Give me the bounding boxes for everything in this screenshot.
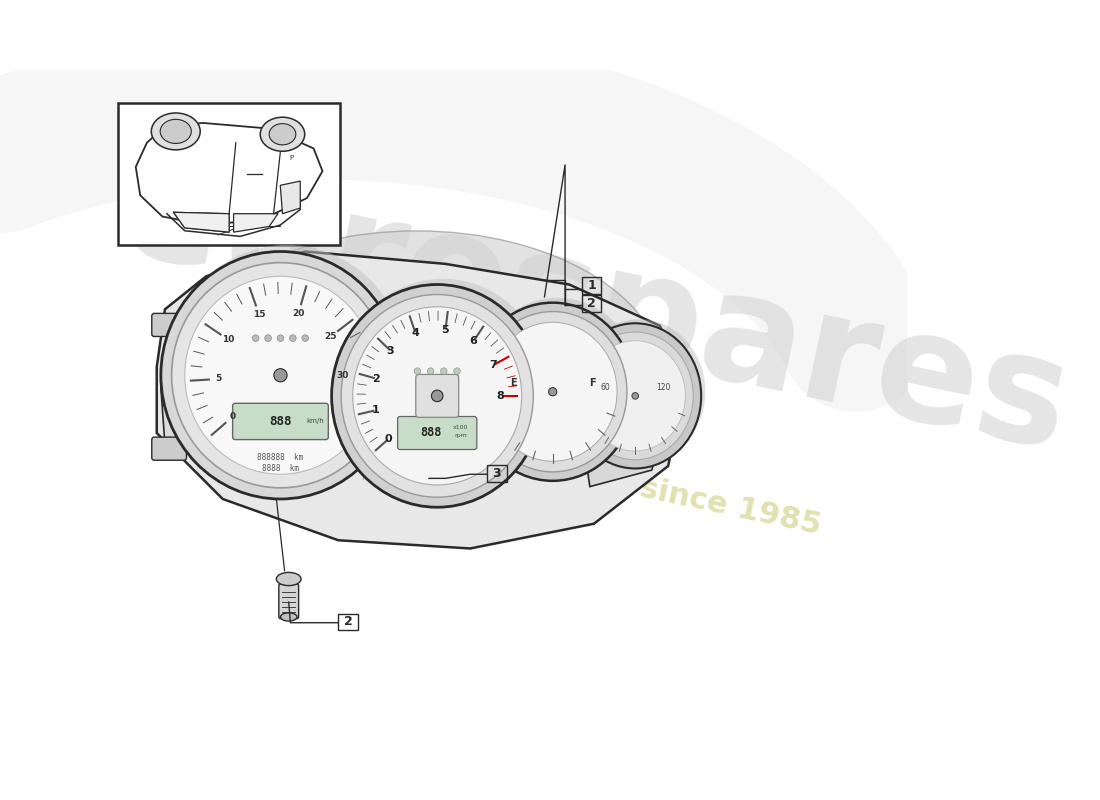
- Ellipse shape: [338, 278, 549, 502]
- Text: 8888  km: 8888 km: [262, 464, 299, 473]
- Text: 3: 3: [493, 467, 500, 480]
- Circle shape: [277, 335, 284, 342]
- Bar: [177, 363, 187, 379]
- Ellipse shape: [578, 332, 693, 460]
- FancyBboxPatch shape: [638, 338, 673, 362]
- Text: km/h: km/h: [306, 418, 324, 425]
- Circle shape: [252, 335, 258, 342]
- Circle shape: [274, 369, 287, 382]
- Ellipse shape: [169, 231, 664, 528]
- Text: 2: 2: [343, 615, 352, 629]
- FancyBboxPatch shape: [152, 314, 186, 337]
- Text: x100: x100: [452, 425, 468, 430]
- Text: 7: 7: [490, 360, 497, 370]
- Text: E: E: [509, 378, 516, 388]
- Bar: [222, 363, 232, 379]
- Text: 2: 2: [587, 297, 596, 310]
- Ellipse shape: [478, 311, 627, 472]
- Ellipse shape: [161, 119, 191, 143]
- Text: 6: 6: [470, 336, 477, 346]
- Text: 10: 10: [222, 335, 234, 344]
- Text: 120: 120: [656, 382, 670, 392]
- Polygon shape: [174, 212, 229, 232]
- Polygon shape: [161, 330, 252, 470]
- Text: 888: 888: [270, 415, 292, 428]
- Bar: [118, 103, 340, 245]
- Bar: [207, 363, 217, 379]
- Text: 888888  km: 888888 km: [257, 454, 304, 462]
- Text: 60: 60: [601, 382, 610, 392]
- Text: 1: 1: [587, 279, 596, 292]
- FancyBboxPatch shape: [397, 417, 476, 450]
- Circle shape: [631, 393, 638, 399]
- Ellipse shape: [276, 573, 301, 586]
- Text: 30: 30: [337, 370, 349, 380]
- Ellipse shape: [152, 113, 200, 150]
- FancyBboxPatch shape: [278, 584, 298, 618]
- Text: 2: 2: [372, 374, 379, 383]
- Ellipse shape: [488, 322, 617, 462]
- Circle shape: [453, 368, 460, 374]
- Text: 1: 1: [372, 406, 379, 415]
- Ellipse shape: [573, 319, 705, 464]
- Text: rpm: rpm: [454, 433, 466, 438]
- FancyBboxPatch shape: [416, 374, 459, 418]
- Circle shape: [427, 368, 433, 374]
- Text: 888: 888: [420, 426, 441, 439]
- Ellipse shape: [270, 124, 296, 145]
- Text: 8: 8: [497, 391, 505, 401]
- Ellipse shape: [161, 251, 400, 499]
- Ellipse shape: [475, 298, 640, 476]
- Ellipse shape: [470, 302, 635, 481]
- Polygon shape: [156, 251, 684, 549]
- Text: F: F: [588, 378, 595, 388]
- Ellipse shape: [417, 443, 440, 456]
- Ellipse shape: [341, 294, 534, 498]
- Polygon shape: [280, 181, 300, 214]
- Circle shape: [612, 402, 641, 431]
- FancyBboxPatch shape: [152, 437, 186, 460]
- Text: 5: 5: [442, 325, 449, 334]
- Ellipse shape: [261, 118, 305, 151]
- Ellipse shape: [585, 341, 685, 451]
- Circle shape: [201, 411, 211, 422]
- Ellipse shape: [331, 285, 542, 507]
- Text: 0: 0: [230, 412, 235, 421]
- Ellipse shape: [280, 613, 297, 621]
- Circle shape: [431, 390, 443, 402]
- Text: P: P: [289, 154, 294, 161]
- Ellipse shape: [172, 262, 389, 488]
- Circle shape: [265, 335, 272, 342]
- Text: 3: 3: [387, 346, 394, 356]
- Text: 15: 15: [253, 310, 265, 319]
- Text: a part of your life since 1985: a part of your life since 1985: [331, 409, 823, 540]
- Circle shape: [289, 335, 296, 342]
- Text: 4: 4: [411, 328, 419, 338]
- Ellipse shape: [185, 276, 376, 474]
- Text: eurospares: eurospares: [106, 136, 1082, 482]
- Ellipse shape: [353, 306, 521, 485]
- FancyBboxPatch shape: [232, 403, 328, 439]
- Text: 20: 20: [293, 309, 305, 318]
- Circle shape: [618, 408, 635, 425]
- Circle shape: [549, 388, 557, 396]
- Circle shape: [196, 406, 216, 426]
- Ellipse shape: [167, 245, 407, 492]
- Text: 0: 0: [385, 434, 393, 444]
- Circle shape: [301, 335, 308, 342]
- Circle shape: [414, 368, 420, 374]
- Text: 25: 25: [324, 332, 337, 342]
- Polygon shape: [233, 214, 278, 232]
- Polygon shape: [379, 379, 536, 486]
- Text: 5: 5: [216, 374, 221, 383]
- Ellipse shape: [569, 323, 701, 469]
- Bar: [192, 363, 202, 379]
- Circle shape: [440, 368, 447, 374]
- Polygon shape: [585, 338, 668, 486]
